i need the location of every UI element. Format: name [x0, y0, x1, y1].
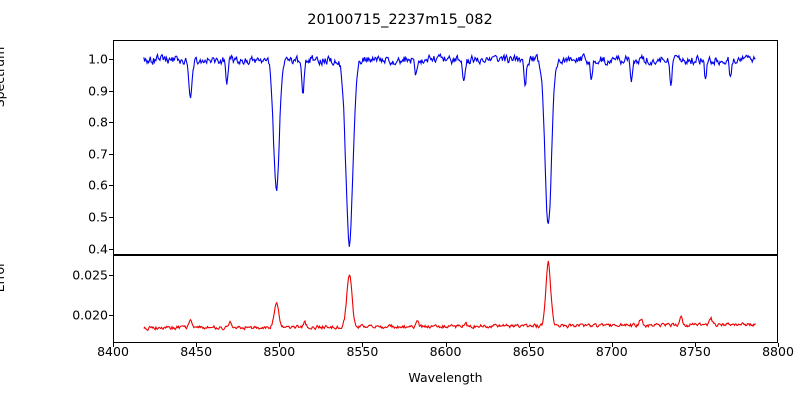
spectrum-y-tick-label: 0.5	[88, 209, 108, 225]
x-tick-label: 8650	[512, 344, 545, 359]
x-tick-mark	[196, 343, 198, 347]
spectrum-panel	[113, 40, 778, 255]
spectrum-y-tick-label: 0.6	[88, 177, 108, 193]
error-y-tick-label: 0.020	[72, 307, 108, 323]
spectrum-y-tick-label: 0.7	[88, 146, 108, 162]
spectrum-y-tick-mark	[109, 122, 113, 124]
error-y-axis-label: Error	[0, 261, 7, 293]
error-y-tick-label: 0.025	[72, 267, 108, 283]
x-tick-label: 8400	[97, 344, 129, 359]
error-y-tick-mark	[109, 315, 113, 316]
x-tick-label: 8800	[762, 344, 794, 359]
x-tick-mark	[528, 343, 530, 347]
error-y-tick-marks	[109, 255, 113, 343]
x-tick-labels: 8400 8450 8500 8550 8600 8650 8700 8750 8800	[97, 344, 794, 366]
x-tick-mark	[778, 343, 779, 347]
spectrum-y-tick-mark	[109, 217, 113, 219]
error-plot-area	[114, 256, 777, 342]
x-tick-mark	[694, 343, 696, 347]
spectrum-y-tick-labels: 0.4 0.5 0.6 0.7 0.8 0.9 1.0	[60, 40, 108, 257]
spectrum-y-tick-mark	[109, 248, 113, 250]
x-tick-label: 8600	[429, 344, 462, 359]
x-tick-mark	[113, 343, 114, 347]
spectrum-y-tick-label: 0.4	[88, 241, 108, 257]
x-tick-marks	[113, 343, 779, 348]
spectrum-y-tick-mark	[109, 185, 113, 187]
x-tick-mark	[362, 343, 364, 347]
x-tick-mark	[445, 343, 447, 347]
error-y-tick-mark	[109, 275, 113, 276]
spectrum-y-tick-mark	[109, 58, 113, 60]
spectrum-y-tick-label: 1.0	[88, 51, 108, 67]
x-tick-label: 8750	[678, 344, 711, 359]
error-y-tick-labels: 0.020 0.025	[52, 255, 108, 343]
spectrum-y-tick-mark	[109, 90, 113, 92]
x-tick-mark	[279, 343, 281, 347]
spectrum-y-tick-mark	[109, 153, 113, 155]
spectrum-y-tick-marks	[109, 40, 113, 255]
error-panel	[113, 255, 778, 343]
x-tick-mark	[611, 343, 613, 347]
spectrum-plot-area	[114, 41, 777, 254]
x-tick-label: 8500	[263, 344, 296, 359]
figure-title: 20100715_2237m15_082	[307, 12, 493, 28]
spectrum-data-line	[144, 54, 756, 247]
x-tick-label: 8450	[180, 344, 213, 359]
x-tick-label: 8550	[346, 344, 379, 359]
x-axis-label: Wavelength	[408, 370, 483, 385]
spectrum-y-tick-label: 0.8	[88, 114, 108, 130]
spectrum-y-tick-label: 0.9	[88, 83, 108, 99]
spectrum-y-axis-label: Spectrum	[0, 46, 7, 108]
error-data-line	[144, 261, 756, 330]
x-tick-label: 8700	[595, 344, 628, 359]
